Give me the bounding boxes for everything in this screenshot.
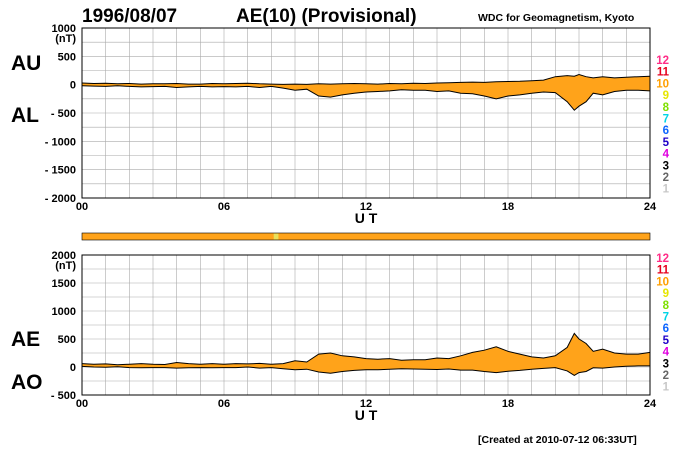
y-tick-label: - 500: [51, 390, 76, 402]
y-tick-label: 0: [70, 80, 76, 92]
series-label-au: AU: [11, 52, 41, 75]
station-count-label: 6: [663, 323, 669, 335]
station-count-label: 5: [663, 335, 670, 347]
x-tick-label: 12: [360, 398, 372, 410]
station-count-label: 8: [663, 300, 670, 312]
y-unit-label: (nT): [55, 33, 76, 45]
station-count-label: 5: [663, 137, 670, 149]
au-al-panel: 1000 500 0 - 500 - 1000 - 1500 - 2000 (nT) 00 06 1…: [11, 23, 657, 226]
y-tick-label: 500: [58, 334, 76, 346]
lower-envelope-line: [81, 365, 650, 376]
y-tick-label: - 500: [51, 108, 76, 120]
x-axis-label: U T: [355, 407, 378, 423]
station-count-label: 7: [663, 114, 669, 126]
station-bar-fill: [81, 232, 651, 241]
station-count-label: 7: [663, 312, 669, 324]
x-tick-label: 00: [76, 201, 88, 213]
station-count-label: 1: [663, 184, 670, 196]
station-count-label: 9: [663, 288, 669, 300]
station-count-label: 3: [663, 358, 669, 370]
station-count-label: 12: [656, 253, 669, 265]
y-tick-label: 1000: [52, 23, 76, 35]
plot-frame: [81, 254, 651, 396]
station-bar-highlight: [273, 233, 279, 240]
station-count-label: 1: [663, 382, 670, 394]
x-tick-label: 18: [502, 398, 514, 410]
station-count-label: 10: [656, 78, 669, 90]
x-tick-label: 24: [644, 398, 657, 410]
x-axis-label: U T: [355, 210, 378, 226]
index-title: AE(10) (Provisional): [236, 6, 417, 27]
station-count-label: 11: [657, 67, 670, 79]
y-tick-label: 1500: [52, 278, 76, 290]
y-tick-label: 2000: [52, 250, 76, 262]
station-count-label: 8: [663, 102, 670, 114]
station-count-label: 9: [663, 90, 669, 102]
station-count-label: 11: [657, 265, 670, 277]
y-tick-label: 0: [70, 362, 76, 374]
y-unit-label: (nT): [55, 260, 76, 272]
x-tick-label: 18: [502, 201, 514, 213]
y-tick-label: - 2000: [45, 193, 76, 205]
station-count-bar: [81, 232, 651, 241]
y-tick-label: 500: [58, 51, 76, 63]
date-title: 1996/08/07: [82, 6, 177, 27]
upper-envelope-line: [81, 332, 651, 366]
upper-envelope-line: [81, 73, 651, 85]
station-count-label: 3: [663, 160, 669, 172]
series-label-ao: AO: [11, 371, 43, 394]
plot-frame: [81, 27, 651, 199]
station-count-label: 6: [663, 125, 669, 137]
ae-ao-panel: 2000 1500 1000 500 0 - 500 (nT) 00 06 12 18 24 U T AE…: [11, 250, 657, 423]
y-tick-label: - 1000: [45, 136, 76, 148]
x-tick-label: 00: [76, 398, 88, 410]
x-tick-label: 24: [644, 201, 657, 213]
created-timestamp: [Created at 2010-07-12 06:33UT]: [478, 434, 637, 446]
x-tick-label: 06: [218, 398, 230, 410]
source-label: WDC for Geomagnetism, Kyoto: [478, 12, 634, 24]
station-count-label: 10: [656, 276, 669, 288]
station-count-label: 12: [656, 55, 669, 67]
index-area-fill: [82, 333, 650, 376]
index-area-fill: [82, 74, 650, 111]
station-count-label: 2: [663, 370, 669, 382]
station-count-label: 2: [663, 172, 669, 184]
x-tick-label: 06: [218, 201, 230, 213]
series-label-ae: AE: [11, 328, 40, 351]
x-tick-label: 12: [360, 201, 372, 213]
y-tick-label: - 1500: [45, 165, 76, 177]
station-count-label: 4: [663, 149, 670, 161]
series-label-al: AL: [11, 104, 39, 127]
lower-envelope-line: [81, 85, 651, 111]
y-tick-label: 1000: [52, 306, 76, 318]
station-count-label: 4: [663, 347, 670, 359]
